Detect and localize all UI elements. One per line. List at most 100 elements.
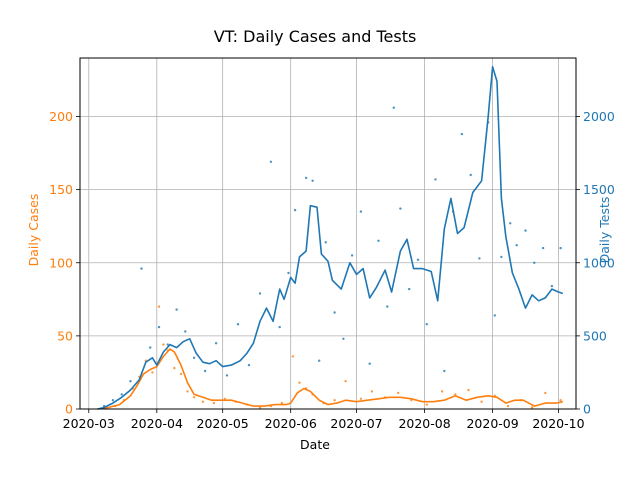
tests-point bbox=[425, 323, 428, 326]
tests-point bbox=[478, 257, 481, 260]
tests-point bbox=[149, 346, 152, 349]
y-left-tick-label: 50 bbox=[57, 328, 73, 343]
cases-point bbox=[397, 391, 400, 395]
cases-point bbox=[280, 401, 284, 405]
tests-point bbox=[324, 241, 327, 244]
tests-point bbox=[350, 254, 354, 257]
tests-point bbox=[399, 207, 402, 210]
y-left-tick-label: 200 bbox=[49, 109, 73, 124]
tests-point bbox=[278, 325, 281, 329]
x-tick-label: 2020-08 bbox=[398, 416, 450, 431]
tests-point bbox=[304, 176, 308, 180]
tests-line bbox=[97, 66, 564, 410]
tests-point bbox=[247, 363, 251, 367]
x-tick-label: 2020-10 bbox=[532, 416, 584, 431]
tests-point bbox=[416, 258, 420, 261]
tests-point bbox=[368, 362, 371, 365]
cases-point bbox=[544, 391, 547, 395]
tests-point bbox=[541, 246, 545, 250]
cases-point bbox=[370, 390, 374, 393]
cases-point bbox=[201, 400, 205, 403]
x-tick-label: 2020-03 bbox=[63, 416, 115, 431]
cases-point bbox=[186, 390, 189, 393]
cases-point bbox=[454, 393, 457, 396]
cases-point bbox=[530, 406, 534, 409]
tests-point bbox=[493, 314, 496, 317]
cases-point bbox=[506, 404, 510, 408]
tests-point bbox=[311, 179, 314, 182]
cases-point bbox=[212, 401, 216, 405]
cases-point bbox=[162, 343, 165, 346]
y-left-tick-label: 150 bbox=[49, 182, 73, 197]
y-right-tick-label: 0 bbox=[583, 402, 591, 417]
x-tick-label: 2020-09 bbox=[466, 416, 518, 431]
series-lines bbox=[97, 66, 564, 410]
y-left-tick-label: 100 bbox=[49, 255, 73, 270]
tests-point bbox=[111, 399, 115, 402]
cases-point bbox=[223, 397, 226, 400]
tests-scatter bbox=[102, 106, 562, 408]
y-axis-right-label: Daily Tests bbox=[597, 197, 612, 264]
cases-point bbox=[173, 366, 176, 370]
tests-point bbox=[269, 160, 273, 163]
tests-point bbox=[192, 356, 196, 359]
tests-point bbox=[184, 330, 187, 333]
y-axis-left-label: Daily Cases bbox=[26, 194, 41, 267]
x-tick-label: 2020-05 bbox=[197, 416, 249, 431]
x-axis: 2020-03 2020-04 2020-05 2020-06 2020-07 2020-… bbox=[63, 409, 585, 431]
cases-point bbox=[192, 396, 196, 399]
tests-point bbox=[443, 369, 446, 373]
x-tick-label: 2020-04 bbox=[131, 416, 183, 431]
cases-line bbox=[97, 348, 563, 410]
cases-point bbox=[359, 397, 363, 400]
cases-point bbox=[440, 390, 444, 393]
tests-point bbox=[129, 380, 132, 383]
tests-point bbox=[434, 178, 437, 181]
y-right-tick-label: 1000 bbox=[583, 255, 615, 270]
cases-point bbox=[151, 371, 154, 374]
cases-point bbox=[559, 399, 562, 402]
y-right-tick-label: 500 bbox=[583, 328, 607, 343]
tests-point bbox=[377, 239, 380, 242]
tests-point bbox=[469, 173, 472, 177]
y-axis-right: 0 500 1000 1500 2000 bbox=[576, 109, 615, 417]
tests-point bbox=[203, 369, 207, 373]
plot-frame bbox=[79, 57, 577, 410]
tests-point bbox=[524, 229, 527, 232]
y-right-tick-label: 1500 bbox=[583, 182, 615, 197]
chart-title: VT: Daily Cases and Tests bbox=[214, 27, 417, 46]
y-axis-left: 0 50 100 150 200 bbox=[49, 109, 80, 417]
tests-point bbox=[258, 292, 262, 295]
cases-point bbox=[179, 372, 183, 376]
tests-point bbox=[515, 244, 518, 247]
x-tick-label: 2020-07 bbox=[330, 416, 382, 431]
tests-point bbox=[460, 132, 464, 136]
tests-point bbox=[392, 106, 395, 109]
y-left-tick-label: 0 bbox=[65, 402, 73, 417]
cases-point bbox=[157, 305, 161, 308]
tests-point bbox=[175, 308, 178, 311]
cases-point bbox=[333, 399, 336, 402]
tests-point bbox=[500, 255, 503, 259]
tests-point bbox=[287, 271, 290, 275]
tests-point bbox=[333, 311, 336, 314]
tests-point bbox=[120, 393, 123, 396]
x-tick-label: 2020-06 bbox=[265, 416, 317, 431]
cases-point bbox=[298, 381, 301, 384]
tests-point bbox=[386, 305, 389, 308]
tests-point bbox=[293, 208, 297, 212]
cases-point bbox=[425, 403, 428, 406]
tests-point bbox=[533, 261, 536, 264]
cases-point bbox=[344, 380, 347, 383]
tests-point bbox=[157, 325, 161, 329]
cases-point bbox=[480, 400, 483, 403]
tests-point bbox=[236, 323, 240, 326]
y-right-tick-label: 2000 bbox=[583, 109, 615, 124]
tests-point bbox=[509, 222, 512, 225]
tests-point bbox=[318, 359, 321, 362]
tests-point bbox=[225, 374, 229, 377]
tests-point bbox=[140, 267, 143, 270]
x-axis-label: Date bbox=[300, 437, 330, 452]
tests-point bbox=[550, 284, 554, 288]
